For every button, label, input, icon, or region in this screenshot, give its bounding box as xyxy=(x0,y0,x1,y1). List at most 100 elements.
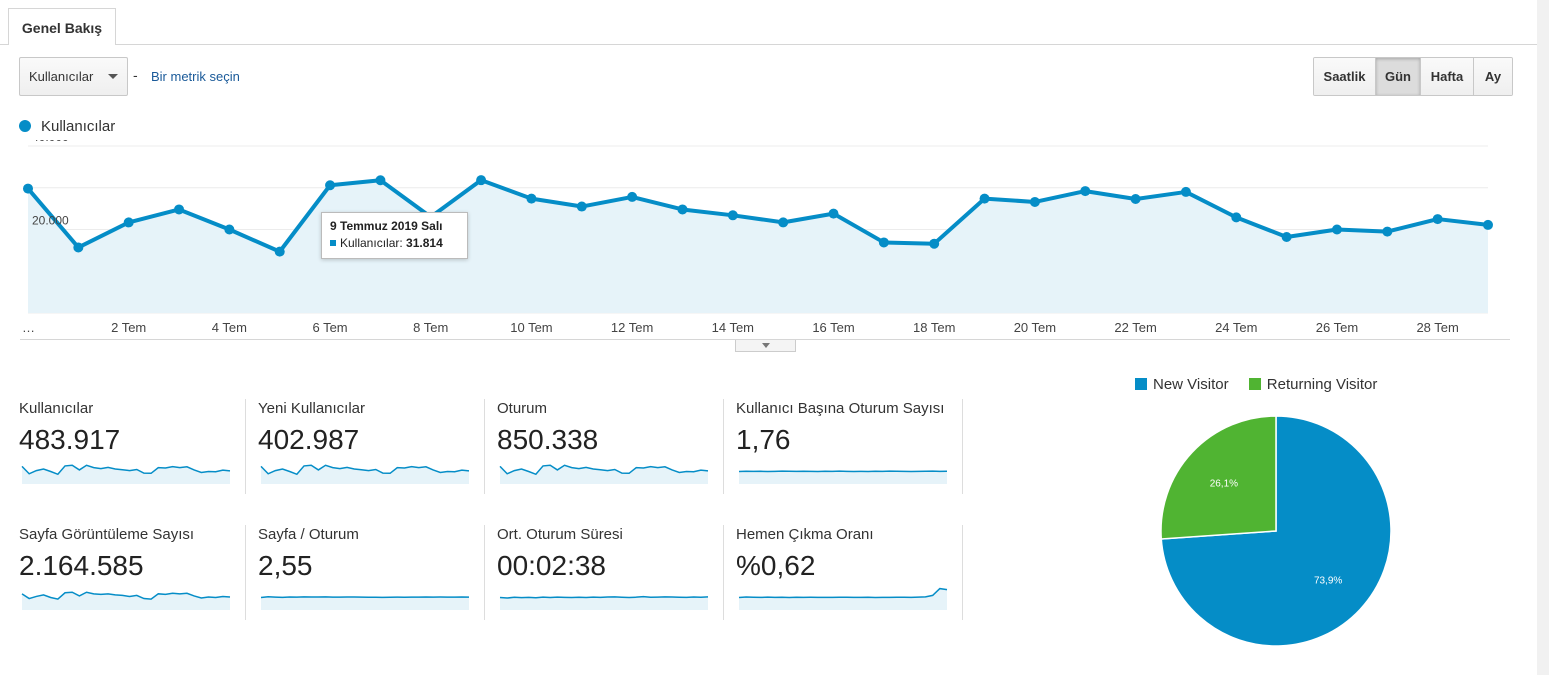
data-point[interactable] xyxy=(1180,186,1191,197)
data-point[interactable] xyxy=(325,180,336,191)
tooltip-row: Kullanıcılar: 31.814 xyxy=(330,236,459,250)
sparkline-line xyxy=(499,464,709,476)
pie-slice[interactable] xyxy=(1160,415,1277,540)
data-point[interactable] xyxy=(979,193,990,204)
granularity-hourly-button[interactable]: Saatlik xyxy=(1314,58,1375,95)
sparkline-area xyxy=(22,465,230,484)
data-point[interactable] xyxy=(878,237,889,248)
separator-dash: - xyxy=(133,67,138,83)
data-point[interactable] xyxy=(274,246,285,257)
data-point[interactable] xyxy=(576,201,587,212)
users-line-chart[interactable]: 40.000 20.000 … 2 Tem 4 Tem 6 Tem 8 Tem 10 Tem 1… xyxy=(0,140,1537,340)
legend-label: Returning Visitor xyxy=(1266,376,1378,393)
data-point[interactable] xyxy=(1231,212,1242,223)
y-tick-label: 20.000 xyxy=(32,214,69,228)
data-point[interactable] xyxy=(476,175,487,186)
granularity-day-button[interactable]: Gün xyxy=(1375,58,1420,95)
data-point[interactable] xyxy=(224,224,235,235)
data-point[interactable] xyxy=(1432,214,1443,225)
metric-value: 402.987 xyxy=(258,424,360,455)
data-point[interactable] xyxy=(677,204,688,215)
data-point[interactable] xyxy=(1281,232,1292,243)
legend-item-returning-visitor[interactable]: Returning Visitor xyxy=(1248,376,1378,393)
metric-card-new-users[interactable]: Yeni Kullanıcılar 402.987 xyxy=(258,400,483,494)
page-scrollbar[interactable] xyxy=(1537,0,1549,675)
data-point[interactable] xyxy=(727,210,738,221)
data-point[interactable] xyxy=(1130,194,1141,205)
visitor-pie-chart[interactable]: 73,9% 26,1% xyxy=(1160,415,1392,647)
data-point[interactable] xyxy=(1331,224,1342,235)
data-point[interactable] xyxy=(1029,196,1040,207)
sparkline-line xyxy=(260,595,470,599)
sparkline-area xyxy=(500,596,708,610)
metric-title: Yeni Kullanıcılar xyxy=(258,400,366,417)
sparkline-area xyxy=(22,592,230,610)
chart-collapse-handle[interactable] xyxy=(735,340,796,352)
sparkline-line xyxy=(21,591,231,600)
x-tick-label: 18 Tem xyxy=(913,320,955,335)
x-tick-label: 16 Tem xyxy=(812,320,854,335)
metric-sparkline xyxy=(499,595,709,610)
chart-legend[interactable]: Kullanıcılar xyxy=(19,118,115,135)
metric-title: Sayfa Görüntüleme Sayısı xyxy=(19,526,195,543)
metric-card-pageviews[interactable]: Sayfa Görüntüleme Sayısı 2.164.585 xyxy=(19,526,244,620)
sparkline-area xyxy=(739,471,947,484)
metric-sparkline xyxy=(738,587,948,610)
data-point[interactable] xyxy=(828,208,839,219)
data-point[interactable] xyxy=(73,242,84,253)
metric-dropdown[interactable]: Kullanıcılar xyxy=(19,57,128,96)
metric-title: Kullanıcılar xyxy=(19,400,94,417)
legend-swatch xyxy=(1135,378,1147,390)
divider xyxy=(484,399,485,494)
x-tick-label: … xyxy=(22,320,35,335)
metric-card-pages-per-session[interactable]: Sayfa / Oturum 2,55 xyxy=(258,526,483,620)
data-point[interactable] xyxy=(174,204,185,215)
data-point[interactable] xyxy=(375,175,386,186)
x-tick-label: 8 Tem xyxy=(413,320,448,335)
metric-card-sessions[interactable]: Oturum 850.338 xyxy=(497,400,722,494)
data-point[interactable] xyxy=(929,238,940,249)
metric-sparkline xyxy=(21,464,231,484)
metric-sparkline xyxy=(738,470,948,484)
tooltip-label: Kullanıcılar: xyxy=(340,236,403,250)
select-metric-link[interactable]: Bir metrik seçin xyxy=(151,69,240,84)
tab-overview[interactable]: Genel Bakış xyxy=(8,8,116,45)
metric-sparkline xyxy=(260,595,470,610)
x-tick-label: 2 Tem xyxy=(111,320,146,335)
data-point[interactable] xyxy=(526,193,537,204)
data-point[interactable] xyxy=(23,183,33,194)
metric-sparkline xyxy=(260,464,470,484)
metric-value: 1,76 xyxy=(736,424,791,455)
metric-value: 2.164.585 xyxy=(19,550,144,581)
tooltip-value: 31.814 xyxy=(406,236,443,250)
data-point[interactable] xyxy=(123,217,134,228)
metric-card-avg-session-duration[interactable]: Ort. Oturum Süresi 00:02:38 xyxy=(497,526,722,620)
legend-item-new-visitor[interactable]: New Visitor xyxy=(1135,376,1229,393)
divider xyxy=(723,525,724,620)
data-point[interactable] xyxy=(778,217,789,228)
x-tick-label: 12 Tem xyxy=(611,320,653,335)
pie-legend: New Visitor Returning Visitor xyxy=(1135,376,1393,393)
metric-title: Oturum xyxy=(497,400,548,417)
legend-swatch xyxy=(1248,378,1261,390)
x-tick-label: 20 Tem xyxy=(1014,320,1056,335)
data-point[interactable] xyxy=(1080,186,1091,197)
tooltip-date: 9 Temmuz 2019 Salı xyxy=(330,219,443,233)
data-point[interactable] xyxy=(1382,226,1393,237)
series-square-icon xyxy=(330,240,336,246)
granularity-week-button[interactable]: Hafta xyxy=(1420,58,1473,95)
metric-card-sessions-per-user[interactable]: Kullanıcı Başına Oturum Sayısı 1,76 xyxy=(736,400,961,494)
series-area xyxy=(28,180,1488,313)
divider xyxy=(245,525,246,620)
data-point[interactable] xyxy=(1483,219,1493,230)
data-point[interactable] xyxy=(627,191,638,202)
metric-card-bounce-rate[interactable]: Hemen Çıkma Oranı %0,62 xyxy=(736,526,961,620)
x-tick-label: 26 Tem xyxy=(1316,320,1358,335)
divider xyxy=(962,399,963,494)
sparkline-area xyxy=(500,465,708,484)
x-tick-label: 4 Tem xyxy=(212,320,247,335)
granularity-month-button[interactable]: Ay xyxy=(1473,58,1512,95)
metric-card-users[interactable]: Kullanıcılar 483.917 xyxy=(19,400,244,494)
divider xyxy=(723,399,724,494)
